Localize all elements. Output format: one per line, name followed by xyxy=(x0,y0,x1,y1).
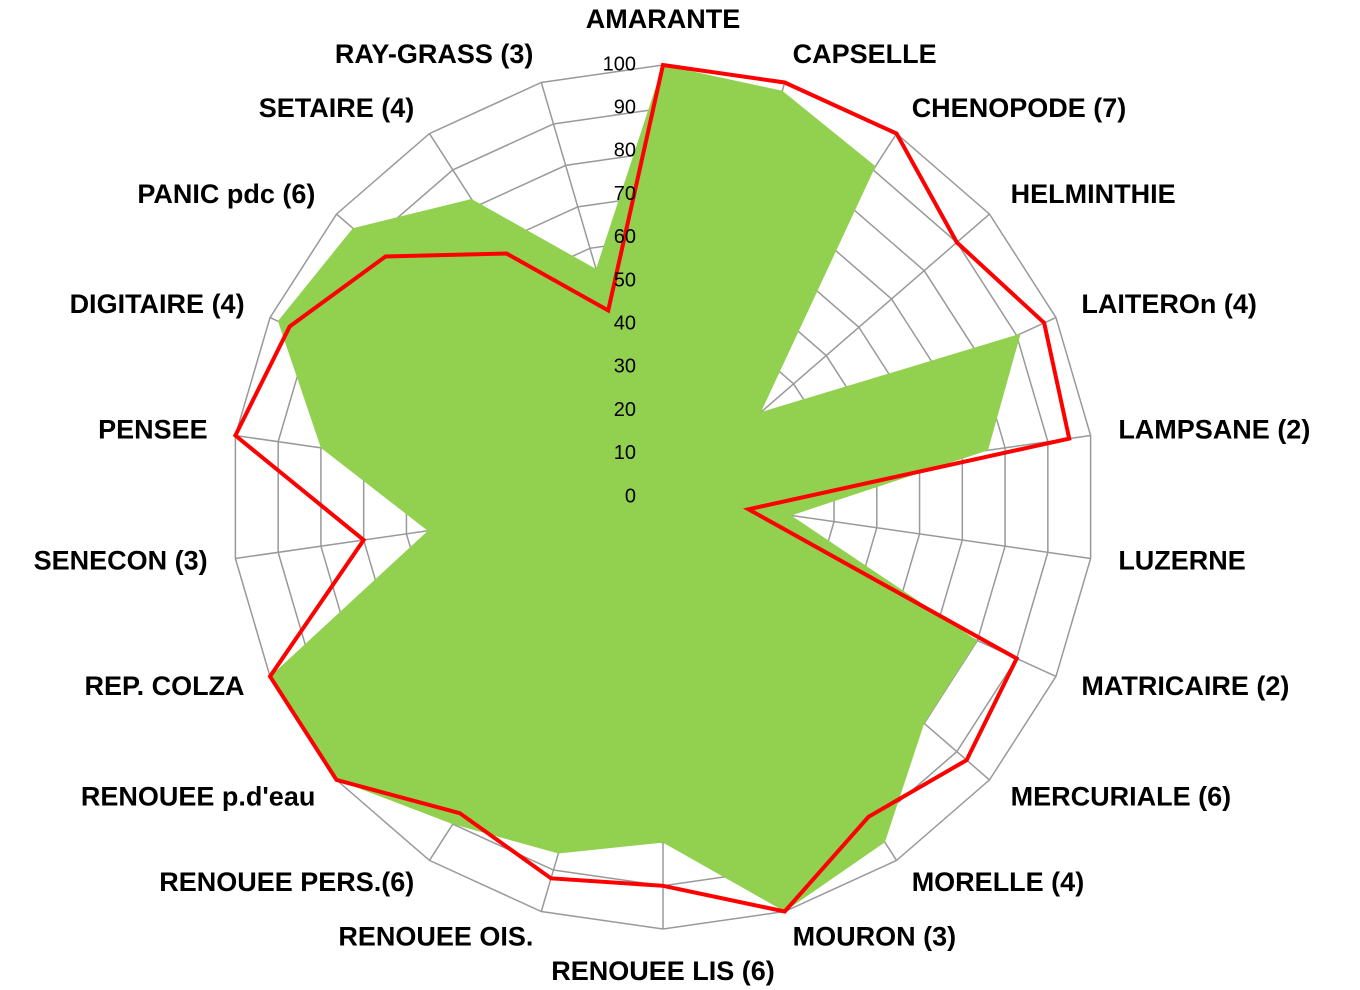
y-tick-label: 50 xyxy=(614,269,636,291)
category-label: PENSEE xyxy=(98,415,208,445)
category-label: LAITEROn (4) xyxy=(1081,289,1257,319)
category-label: HELMINTHIE xyxy=(1011,179,1176,209)
y-tick-label: 60 xyxy=(614,226,636,248)
category-label: DIGITAIRE (4) xyxy=(70,289,245,319)
y-tick-label: 0 xyxy=(625,485,636,507)
category-label: SETAIRE (4) xyxy=(259,93,415,123)
category-label: MATRICAIRE (2) xyxy=(1081,671,1289,701)
y-tick-label: 100 xyxy=(603,53,636,75)
category-label: RENOUEE PERS.(6) xyxy=(159,867,414,897)
category-label: CHENOPODE (7) xyxy=(912,93,1127,123)
y-tick-label: 40 xyxy=(614,312,636,334)
y-tick-label: 10 xyxy=(614,442,636,464)
y-tick-label: 70 xyxy=(614,183,636,205)
category-label: CAPSELLE xyxy=(793,39,937,69)
category-label: RENOUEE p.d'eau xyxy=(81,781,315,811)
series-line xyxy=(232,62,1072,914)
category-label: MOURON (3) xyxy=(793,921,957,951)
y-tick-label: 30 xyxy=(614,356,636,378)
category-label: MERCURIALE (6) xyxy=(1011,781,1232,811)
category-label: AMARANTE xyxy=(586,4,741,34)
category-label: LAMPSANE (2) xyxy=(1118,415,1310,445)
series-area xyxy=(270,65,1021,912)
y-tick-label: 80 xyxy=(614,140,636,162)
category-label: RENOUEE LIS (6) xyxy=(551,956,775,986)
y-tick-label: 20 xyxy=(614,399,636,421)
y-tick-label: 90 xyxy=(614,96,636,118)
category-label: LUZERNE xyxy=(1118,546,1246,576)
category-label: PANIC pdc (6) xyxy=(137,179,315,209)
category-label: SENECON (3) xyxy=(34,546,208,576)
category-label: MORELLE (4) xyxy=(912,867,1085,897)
category-label: REP. COLZA xyxy=(85,671,245,701)
category-label: RENOUEE OIS. xyxy=(338,921,533,951)
category-label: RAY-GRASS (3) xyxy=(335,39,534,69)
